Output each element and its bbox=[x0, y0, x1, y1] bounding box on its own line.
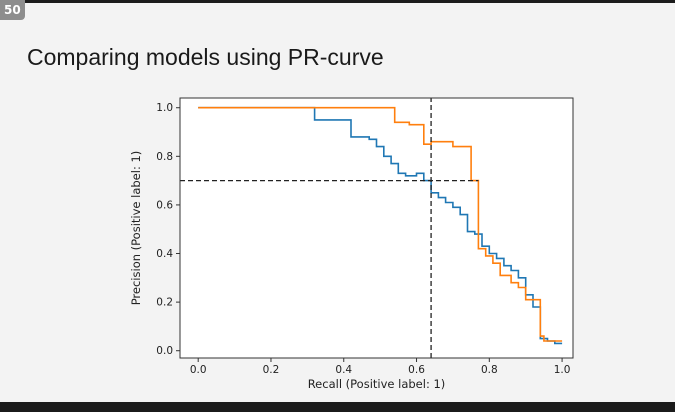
chart-svg: 0.0 0.2 0.4 0.6 0.8 1.0 0.0 0.2 0.4 0.6 0.8 1.0 Reca… bbox=[129, 97, 574, 391]
top-frame-bar bbox=[0, 0, 675, 3]
y-tick-label: 0.0 bbox=[156, 345, 173, 357]
pr-curve-chart: 0.0 0.2 0.4 0.6 0.8 1.0 0.0 0.2 0.4 0.6 0.8 1.0 Reca… bbox=[120, 92, 580, 397]
x-tick-label: 0.8 bbox=[481, 364, 498, 376]
y-tick-label: 0.2 bbox=[156, 297, 173, 309]
x-axis-label: Recall (Positive label: 1) bbox=[308, 377, 446, 391]
bottom-frame-bar bbox=[0, 402, 675, 412]
x-tick-label: 0.4 bbox=[335, 364, 352, 376]
slide-title: Comparing models using PR-curve bbox=[27, 44, 384, 70]
x-tick-label: 0.0 bbox=[190, 364, 207, 376]
slide-number-badge: 50 bbox=[0, 0, 25, 20]
plot-background bbox=[180, 98, 573, 358]
y-axis-label: Precision (Positive label: 1) bbox=[129, 151, 143, 306]
x-tick-label: 1.0 bbox=[554, 364, 571, 376]
x-tick-label: 0.2 bbox=[263, 364, 280, 376]
plot-frame bbox=[179, 97, 574, 359]
series-line-1 bbox=[198, 106, 563, 345]
y-tick-label: 0.4 bbox=[156, 248, 173, 260]
y-tick-label: 1.0 bbox=[156, 102, 173, 114]
y-tick-label: 0.8 bbox=[156, 151, 173, 163]
series-line-2 bbox=[198, 106, 563, 342]
y-tick-label: 0.6 bbox=[156, 199, 173, 211]
x-tick-label: 0.6 bbox=[408, 364, 425, 376]
